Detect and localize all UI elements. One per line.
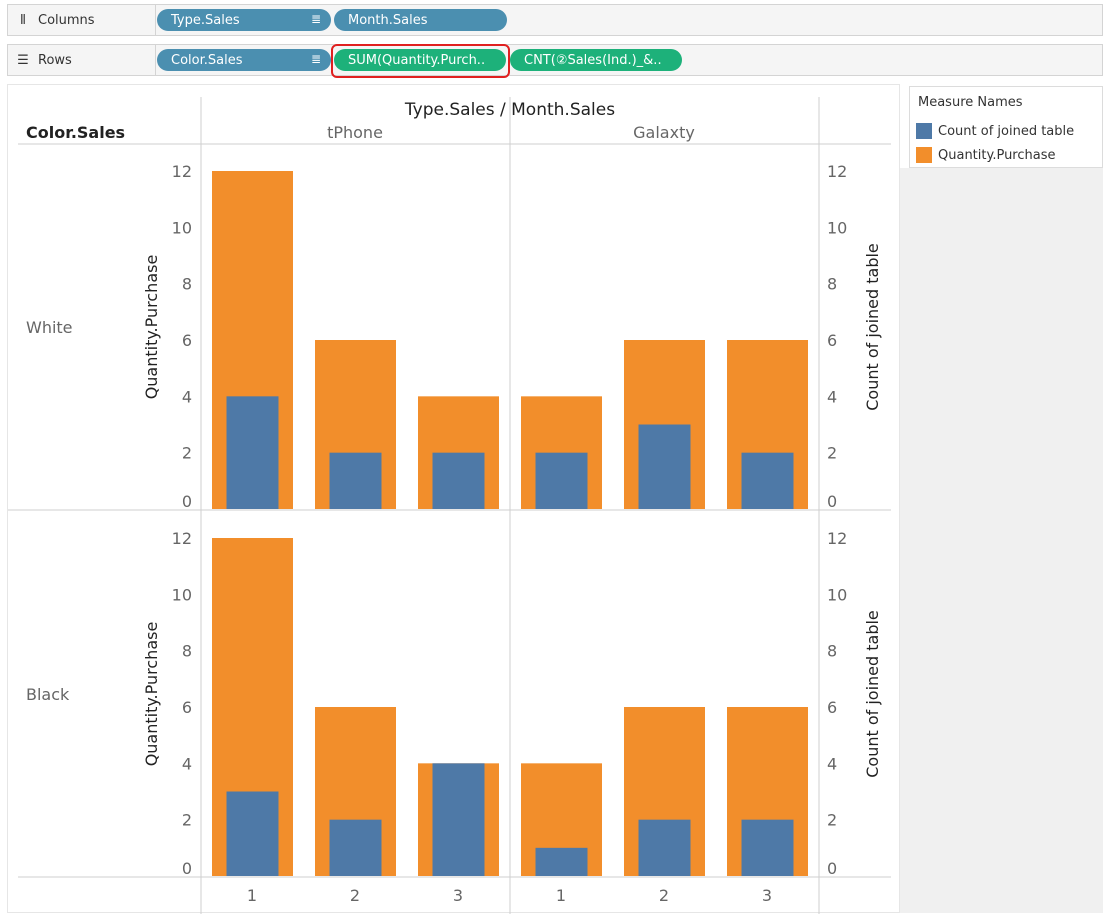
bar-count-joined-table[interactable] (226, 396, 279, 509)
right-axis-tick: 10 (827, 218, 847, 237)
month-label: 3 (762, 886, 772, 905)
bar-chart: Type.Sales / Month.Sales Color.Sales tPh… (8, 97, 891, 914)
legend-item-count[interactable]: Count of joined table (916, 123, 1074, 139)
right-axis-tick: 4 (827, 754, 837, 773)
shelf-divider (155, 5, 156, 35)
rows-shelf[interactable]: ☰ Rows Color.Sales ≣ SUM(Quantity.Purch.… (7, 44, 1103, 78)
legend[interactable]: Measure Names Count of joined table Quan… (909, 86, 1103, 168)
left-axis-title-white: Quantity.Purchase (142, 255, 161, 400)
left-axis-tick: 0 (182, 859, 192, 878)
sum-quantity-purchase-pill[interactable]: SUM(Quantity.Purch.. (334, 49, 506, 71)
columns-icon: ⫴ (20, 12, 26, 28)
sort-icon[interactable]: ≣ (310, 12, 321, 26)
bar-count-joined-table[interactable] (432, 452, 485, 509)
type-header-galaxty: Galaxty (633, 123, 695, 142)
right-axis-tick: 8 (827, 642, 837, 661)
color-sales-pill[interactable]: Color.Sales ≣ (157, 49, 331, 71)
left-axis-tick: 8 (182, 275, 192, 294)
month-label: 2 (350, 886, 360, 905)
highlight-box (331, 44, 510, 78)
right-axis-tick: 2 (827, 811, 837, 830)
bar-count-joined-table[interactable] (329, 819, 382, 876)
bar-count-joined-table[interactable] (741, 452, 794, 509)
month-sales-pill[interactable]: Month.Sales (334, 9, 507, 31)
bar-count-joined-table[interactable] (535, 847, 588, 876)
bar-count-joined-table[interactable] (329, 452, 382, 509)
left-axis-tick: 0 (182, 492, 192, 511)
shelf-divider (155, 45, 156, 75)
left-axis-tick: 2 (182, 811, 192, 830)
right-axis-title-black: Count of joined table (863, 610, 882, 778)
left-axis-tick: 6 (182, 698, 192, 717)
month-label: 1 (247, 886, 257, 905)
right-axis-tick: 2 (827, 444, 837, 463)
right-axis-tick: 12 (827, 529, 847, 548)
left-axis-tick: 4 (182, 754, 192, 773)
right-axis-tick: 6 (827, 331, 837, 350)
legend-title: Measure Names (918, 95, 1023, 110)
left-axis-tick: 12 (172, 162, 192, 181)
columns-shelf[interactable]: ⫴ Columns Type.Sales ≣ Month.Sales (7, 4, 1103, 36)
left-axis-title-black: Quantity.Purchase (142, 622, 161, 767)
chart-view: Type.Sales / Month.Sales Color.Sales tPh… (7, 84, 900, 914)
bar-count-joined-table[interactable] (432, 763, 485, 876)
left-axis-tick: 6 (182, 331, 192, 350)
rows-icon: ☰ (17, 52, 29, 68)
right-axis-tick: 8 (827, 275, 837, 294)
month-label: 1 (556, 886, 566, 905)
rows-shelf-label: ☰ Rows (8, 45, 155, 75)
row-header-title: Color.Sales (26, 123, 125, 142)
type-sales-pill[interactable]: Type.Sales ≣ (157, 9, 331, 31)
row-label-black: Black (26, 685, 70, 704)
bar-count-joined-table[interactable] (535, 452, 588, 509)
right-axis-tick: 6 (827, 698, 837, 717)
right-axis-tick: 12 (827, 162, 847, 181)
legend-item-quantity[interactable]: Quantity.Purchase (916, 147, 1056, 163)
sort-icon[interactable]: ≣ (310, 52, 321, 66)
bar-count-joined-table[interactable] (741, 819, 794, 876)
side-panel (900, 168, 1103, 913)
month-label: 3 (453, 886, 463, 905)
right-axis-tick: 4 (827, 387, 837, 406)
right-axis-tick: 0 (827, 859, 837, 878)
columns-shelf-label: ⫴ Columns (8, 5, 155, 35)
legend-swatch-count (916, 123, 932, 139)
left-axis-tick: 4 (182, 387, 192, 406)
bar-count-joined-table[interactable] (226, 791, 279, 877)
left-axis-tick: 12 (172, 529, 192, 548)
left-axis-tick: 10 (172, 585, 192, 604)
legend-swatch-quantity (916, 147, 932, 163)
column-header-title: Type.Sales / Month.Sales (404, 100, 615, 120)
left-axis-tick: 8 (182, 642, 192, 661)
cnt-sales-pill[interactable]: CNT(②Sales(Ind.)_&.. (510, 49, 682, 71)
row-label-white: White (26, 318, 73, 337)
left-axis-tick: 2 (182, 444, 192, 463)
right-axis-tick: 0 (827, 492, 837, 511)
bar-count-joined-table[interactable] (638, 424, 691, 510)
right-axis-tick: 10 (827, 585, 847, 604)
month-label: 2 (659, 886, 669, 905)
right-axis-title-white: Count of joined table (863, 243, 882, 411)
bar-count-joined-table[interactable] (638, 819, 691, 876)
left-axis-tick: 10 (172, 218, 192, 237)
type-header-tphone: tPhone (327, 123, 383, 142)
